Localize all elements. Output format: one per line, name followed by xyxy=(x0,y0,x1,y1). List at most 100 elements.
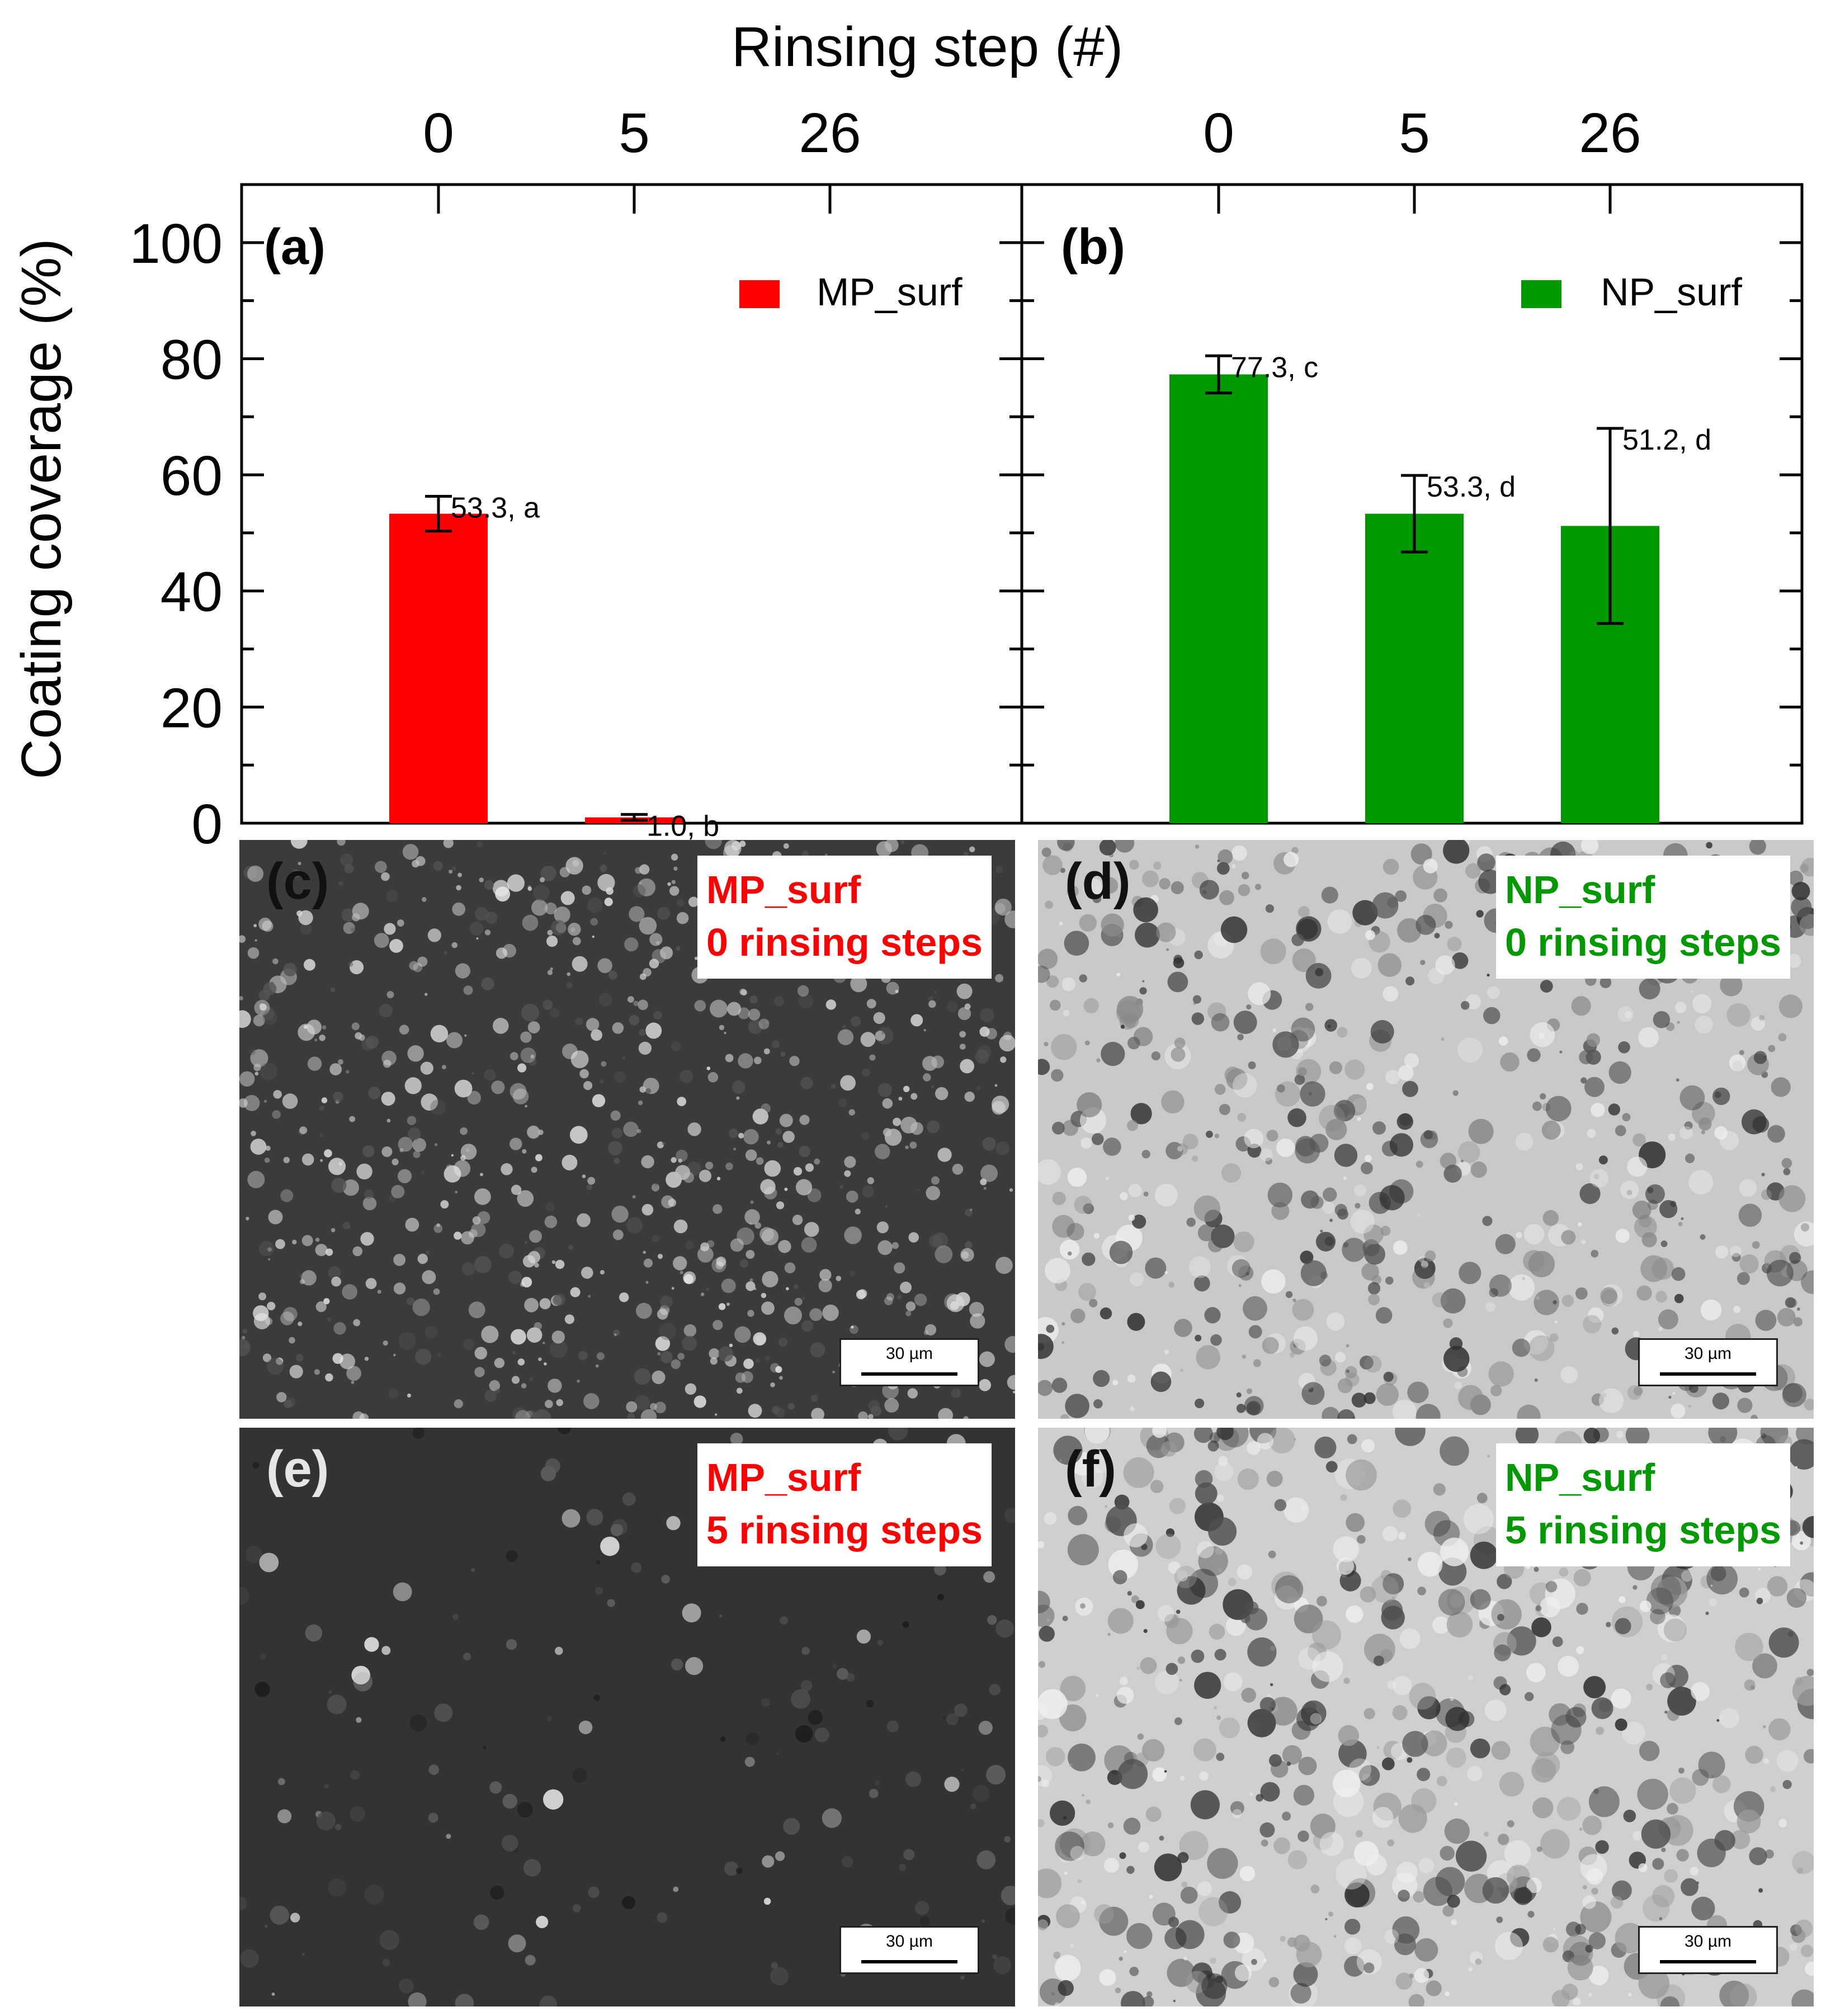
sem-texture-speck xyxy=(1297,1067,1307,1077)
sem-texture-speck xyxy=(1674,1293,1684,1304)
sem-texture-speck xyxy=(1119,1956,1123,1961)
sem-texture-speck xyxy=(600,1537,620,1556)
sem-texture-speck xyxy=(1301,1190,1319,1209)
sem-texture-speck xyxy=(1271,1707,1274,1710)
sem-texture-speck xyxy=(764,1897,771,1905)
sem-texture-speck xyxy=(1482,1877,1509,1904)
sem-texture-speck xyxy=(822,1304,839,1321)
sem-texture-speck xyxy=(855,1208,861,1215)
sem-texture-speck xyxy=(1198,1546,1228,1576)
sem-texture-speck xyxy=(1558,1655,1579,1677)
sem-texture-speck xyxy=(322,1025,327,1030)
sem-texture-speck xyxy=(1512,1338,1531,1357)
sem-texture-speck xyxy=(649,933,663,946)
sem-texture-speck xyxy=(867,1177,875,1184)
sem-texture-speck xyxy=(944,1777,960,1792)
sem-texture-speck xyxy=(1659,1917,1663,1920)
sem-texture-speck xyxy=(405,1217,419,1232)
sem-texture-speck xyxy=(1325,1118,1347,1140)
sem-texture-speck xyxy=(1135,1600,1145,1609)
sem-texture-speck xyxy=(850,975,867,993)
sem-texture-speck xyxy=(259,1003,267,1011)
legend-swatch-b xyxy=(1521,280,1561,308)
sem-image-f: (f) NP_surf 5 rinsing steps 30 µm xyxy=(1038,1428,1814,2006)
sem-texture-speck xyxy=(1319,1831,1344,1856)
sem-texture-speck xyxy=(1083,878,1103,899)
sem-texture-speck xyxy=(1193,1428,1213,1443)
sem-texture-speck xyxy=(1059,922,1063,926)
sem-texture-speck xyxy=(634,1368,651,1385)
sem-texture-speck xyxy=(746,1732,759,1746)
sem-texture-speck xyxy=(862,1068,871,1077)
sem-texture-speck xyxy=(451,866,456,871)
sem-texture-speck xyxy=(1343,1242,1349,1248)
sem-texture-speck xyxy=(1726,1003,1750,1027)
sem-texture-speck xyxy=(1358,1765,1380,1786)
sem-texture-speck xyxy=(1337,1409,1355,1419)
sem-texture-speck xyxy=(306,1019,322,1035)
sem-texture-speck xyxy=(844,1170,851,1177)
sem-texture-speck xyxy=(1468,1967,1473,1972)
sem-texture-speck xyxy=(265,1145,271,1151)
sem-texture-speck xyxy=(1126,1923,1153,1949)
sem-texture-speck xyxy=(1454,1381,1462,1390)
sem-texture-speck xyxy=(1069,1763,1073,1767)
panel-label-a: (a) xyxy=(264,219,325,275)
sem-texture-speck xyxy=(565,857,583,875)
sem-texture-speck xyxy=(491,1080,505,1094)
sem-texture-speck xyxy=(661,1575,670,1584)
sem-texture-speck xyxy=(1676,1849,1689,1862)
sem-texture-speck xyxy=(558,1428,571,1434)
sem-texture-speck xyxy=(259,1552,279,1573)
sem-texture-speck xyxy=(1216,1428,1234,1441)
sem-texture-speck xyxy=(292,1239,297,1245)
sem-texture-speck xyxy=(1152,1767,1167,1782)
sem-texture-speck xyxy=(1260,938,1286,965)
sem-texture-speck xyxy=(1259,1697,1276,1713)
sem-texture-speck xyxy=(1612,1880,1632,1901)
sem-caption-c-steps: 0 rinsing steps xyxy=(706,920,983,964)
sem-texture-speck xyxy=(1255,884,1261,890)
sem-texture-speck xyxy=(1216,1494,1224,1502)
sem-texture-speck xyxy=(1060,1414,1069,1419)
sem-texture-speck xyxy=(1354,1184,1366,1197)
sem-texture-speck xyxy=(693,1395,706,1408)
sem-texture-speck xyxy=(1298,906,1310,918)
sem-texture-speck xyxy=(1336,1858,1367,1890)
sem-texture-speck xyxy=(1294,1438,1296,1441)
sem-texture-speck xyxy=(1409,1683,1436,1710)
sem-texture-speck xyxy=(736,1096,740,1100)
sem-texture-speck xyxy=(1038,1380,1053,1396)
sem-texture-speck xyxy=(649,959,659,969)
sem-texture-speck xyxy=(1119,1852,1126,1859)
sem-texture-speck xyxy=(1801,858,1814,877)
sem-texture-speck xyxy=(603,852,606,854)
sem-texture-speck xyxy=(923,1028,927,1032)
sem-texture-speck xyxy=(433,861,443,871)
sem-texture-speck xyxy=(1089,1299,1098,1307)
sem-texture-speck xyxy=(1365,1155,1372,1162)
sem-texture-speck xyxy=(980,1178,987,1186)
sem-texture-speck xyxy=(1762,1725,1766,1729)
sem-texture-speck xyxy=(866,1699,874,1708)
sem-texture-speck xyxy=(1270,1646,1275,1651)
sem-texture-speck xyxy=(970,1803,976,1810)
sem-texture-speck xyxy=(544,1215,558,1229)
sem-texture-speck xyxy=(1688,1170,1714,1195)
sem-texture-speck xyxy=(239,996,243,1000)
sem-texture-speck xyxy=(1485,1302,1495,1312)
sem-texture-speck xyxy=(1405,976,1415,986)
sem-texture-speck xyxy=(1218,1456,1228,1466)
sem-texture-speck xyxy=(1446,1747,1466,1768)
sem-texture-speck xyxy=(1491,1741,1511,1760)
sem-texture-speck xyxy=(978,1721,993,1735)
sem-texture-speck xyxy=(983,1187,987,1190)
sem-texture-speck xyxy=(289,1365,303,1378)
sem-texture-speck xyxy=(315,1238,320,1242)
sem-texture-speck xyxy=(264,1924,268,1928)
sem-texture-speck xyxy=(1712,1775,1731,1793)
sem-texture-speck xyxy=(540,1466,556,1481)
sem-texture-speck xyxy=(1392,1399,1417,1419)
sem-texture-speck xyxy=(1526,1663,1546,1683)
sem-texture-speck xyxy=(1468,1118,1494,1144)
